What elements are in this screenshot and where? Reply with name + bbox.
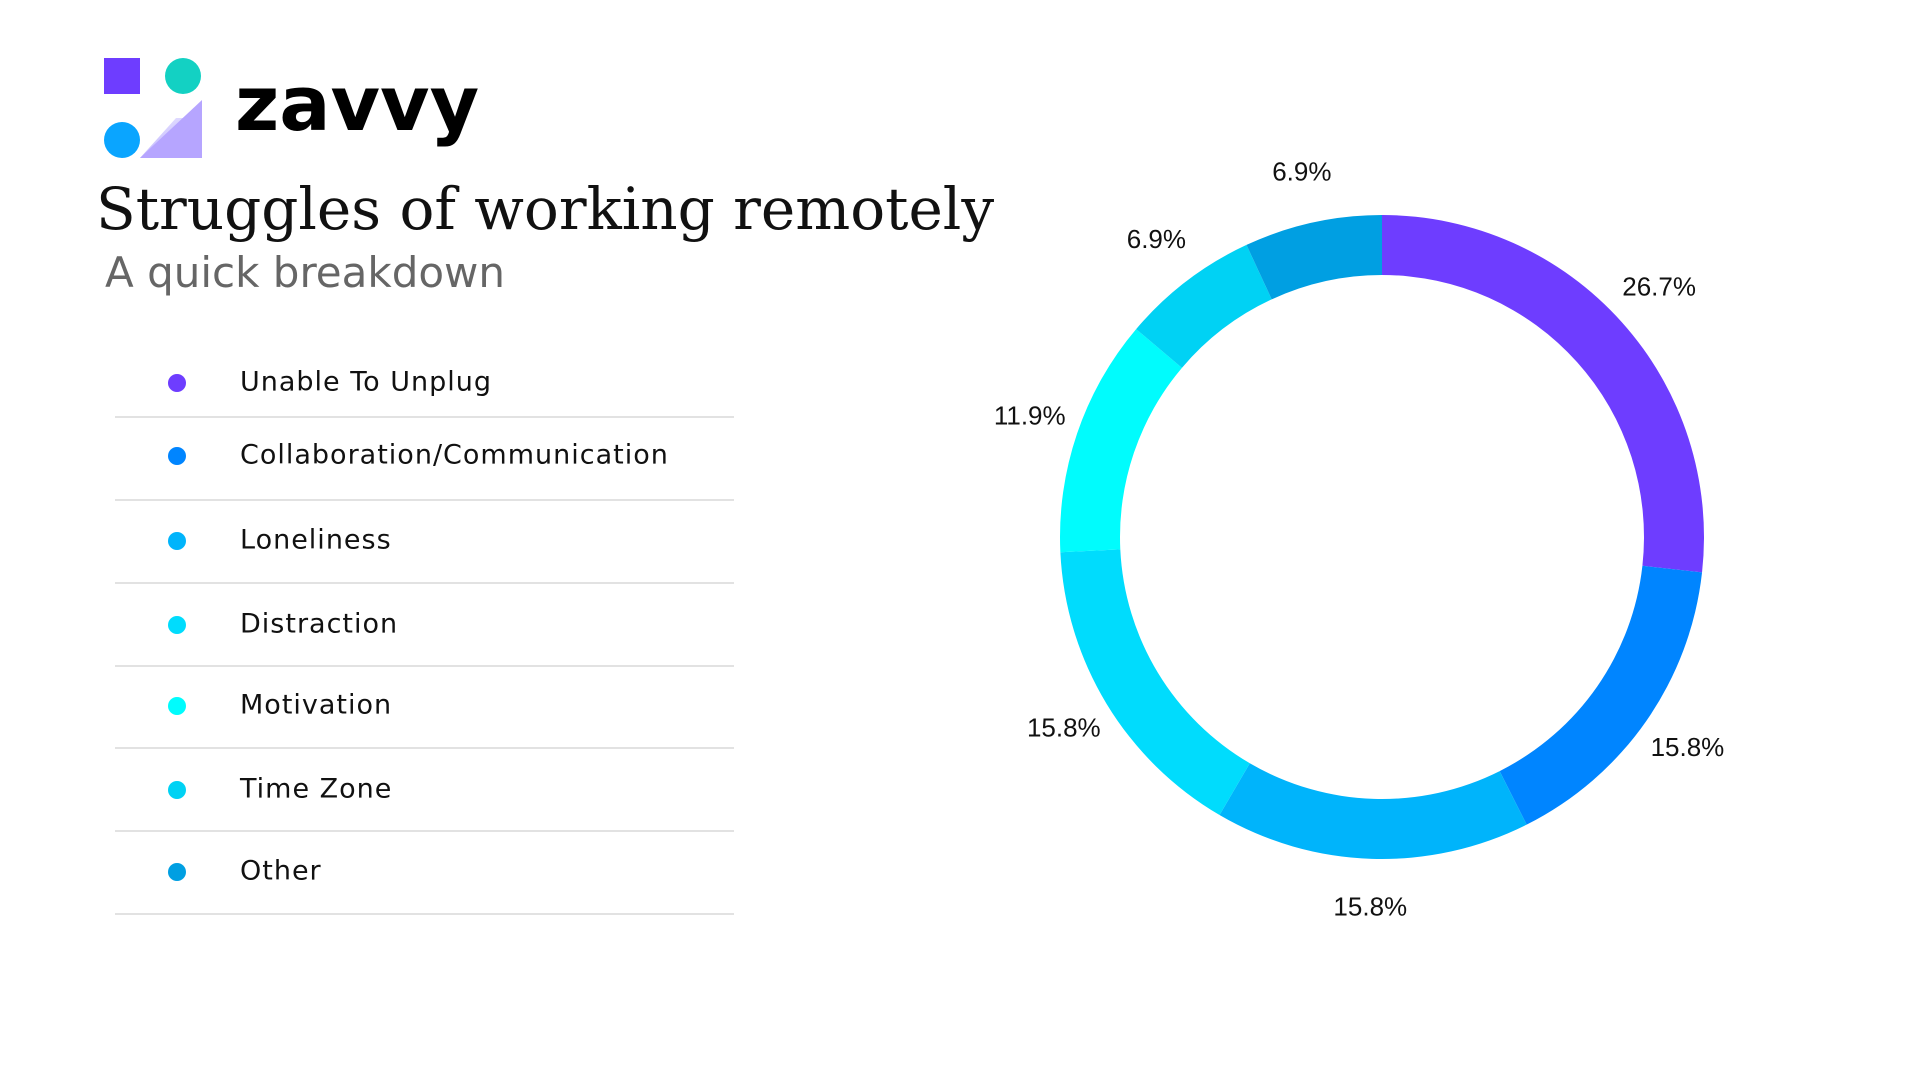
donut-slice xyxy=(1246,215,1382,300)
value-label: 26.7% xyxy=(1622,272,1696,302)
legend-marker xyxy=(168,374,186,392)
legend-label: Collaboration/Communication xyxy=(240,440,669,471)
chart-subtitle: A quick breakdown xyxy=(105,248,505,297)
value-label: 6.9% xyxy=(1127,224,1186,254)
legend-marker xyxy=(168,697,186,715)
value-label: 15.8% xyxy=(1333,892,1407,922)
donut-slice xyxy=(1382,215,1704,573)
legend-label: Unable To Unplug xyxy=(240,367,492,398)
legend-label: Distraction xyxy=(240,609,398,640)
legend-marker xyxy=(168,616,186,634)
logo-mark xyxy=(104,58,202,158)
value-label: 15.8% xyxy=(1651,732,1725,762)
brand: zavvy xyxy=(235,59,479,148)
chart-title: Struggles of working remotely xyxy=(96,175,994,243)
legend-marker xyxy=(168,781,186,799)
value-label: 6.9% xyxy=(1272,157,1331,187)
legend-marker xyxy=(168,532,186,550)
donut-slice xyxy=(1499,565,1703,825)
legend: Unable To Unplug Collaboration/Communicat… xyxy=(115,367,734,915)
legend-label: Time Zone xyxy=(239,774,392,805)
legend-label: Other xyxy=(240,856,322,887)
legend-label: Loneliness xyxy=(240,525,392,556)
legend-marker xyxy=(168,863,186,881)
donut-slice xyxy=(1060,329,1182,553)
donut-slice xyxy=(1219,763,1527,859)
value-label: 15.8% xyxy=(1027,713,1101,743)
legend-label: Motivation xyxy=(240,690,392,721)
donut-slice xyxy=(1136,244,1272,368)
donut-slice xyxy=(1060,549,1250,816)
donut: 26.7% 15.8% 15.8% 15.8% 11.9% 6.9% 6.9% xyxy=(994,157,1724,922)
legend-marker xyxy=(168,447,186,465)
value-label: 11.9% xyxy=(994,400,1066,430)
